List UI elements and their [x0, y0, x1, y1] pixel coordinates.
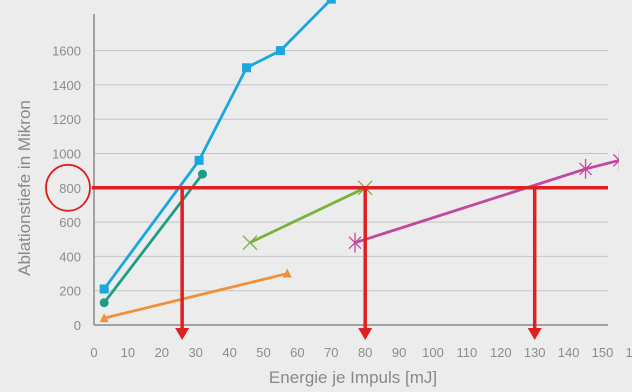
x-tick-label-60: 60	[290, 345, 304, 360]
y-tick-label-1200: 1200	[52, 112, 81, 127]
annotations	[45, 163, 608, 340]
series-3-point-2	[282, 268, 292, 278]
series-line-1	[103, 0, 333, 290]
drop-arrowhead-2	[358, 328, 373, 340]
x-axis-title: Energie je Impuls [mJ]	[269, 368, 437, 387]
y-axis-title: Ablationstiefe in Mikron	[15, 100, 34, 276]
y-tick-label-400: 400	[59, 249, 81, 264]
x-tick-label-40: 40	[222, 345, 236, 360]
x-tick-label-110: 110	[457, 345, 478, 360]
x-tick-label-90: 90	[392, 345, 406, 360]
y-tick-label-1000: 1000	[52, 147, 81, 162]
data-series	[99, 0, 619, 323]
series-line-3	[103, 272, 288, 320]
axes	[93, 14, 608, 326]
series-1-point-3	[242, 63, 252, 73]
x-tick-label-150: 150	[592, 345, 614, 360]
series-2-point-2	[197, 169, 207, 179]
y-tick-label-0: 0	[74, 318, 81, 333]
x-tick-label-50: 50	[256, 345, 270, 360]
x-tick-label-20: 20	[155, 345, 169, 360]
x-tick-label-80: 80	[358, 345, 372, 360]
series-1-point-2	[194, 155, 204, 165]
y-tick-label-800: 800	[59, 181, 81, 196]
gridlines	[94, 50, 608, 292]
series-3-point-1	[99, 313, 109, 323]
series-1-point-1	[99, 284, 109, 294]
series-2-point-1	[99, 298, 109, 308]
series-line-2	[103, 173, 204, 304]
y-tick-label-1400: 1400	[52, 78, 81, 93]
x-tick-label-100: 100	[422, 345, 444, 360]
y-tick-label-200: 200	[59, 284, 81, 299]
highlight-circle	[45, 163, 91, 212]
y-tick-label-1600: 1600	[52, 44, 81, 59]
x-tick-label-130: 130	[524, 345, 546, 360]
series-5-point-3	[612, 150, 619, 171]
x-tick-label-10: 10	[121, 345, 135, 360]
series-5-point-2	[579, 158, 593, 179]
y-tick-label-600: 600	[59, 215, 81, 230]
x-tick-label-70: 70	[324, 345, 338, 360]
x-tick-label-160: 160	[626, 345, 632, 360]
x-tick-label-140: 140	[558, 345, 580, 360]
series-line-4	[249, 186, 366, 244]
x-tick-label-30: 30	[188, 345, 202, 360]
drop-arrowhead-1	[175, 328, 190, 340]
series-4-point-1	[242, 235, 258, 251]
series-line-5	[354, 159, 619, 245]
series-1-point-4	[275, 46, 285, 56]
drop-arrowhead-3	[527, 328, 542, 340]
tick-labels: 0 200 400 600 800 1000 1200 1400 1600 0 10 20 30 40 50…	[52, 44, 632, 360]
series-1-point-5	[326, 0, 336, 4]
x-tick-label-120: 120	[490, 345, 512, 360]
series-5-point-1	[348, 232, 362, 253]
x-tick-label-0: 0	[90, 345, 97, 360]
